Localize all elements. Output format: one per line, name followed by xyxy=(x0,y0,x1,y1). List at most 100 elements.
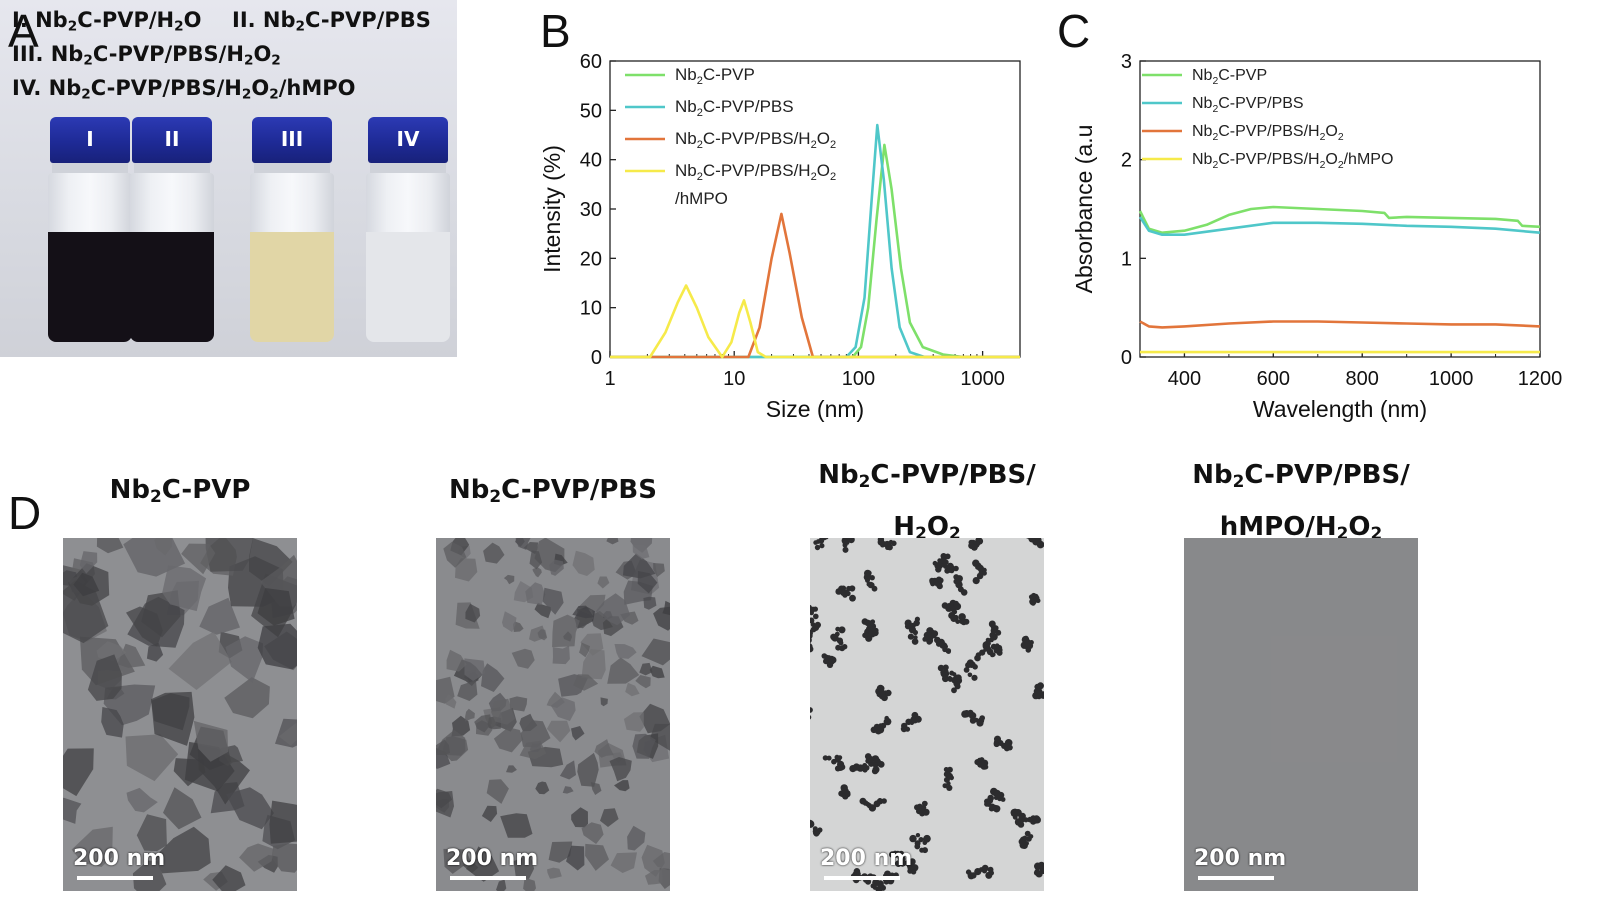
y-tick-label: 10 xyxy=(580,298,602,320)
flake xyxy=(269,800,297,844)
flake xyxy=(225,636,263,683)
y-tick-label: 30 xyxy=(580,199,602,221)
vial-liquid xyxy=(48,232,132,342)
flake xyxy=(239,843,274,872)
particle xyxy=(979,715,985,721)
flake xyxy=(162,565,207,612)
particle xyxy=(915,833,921,838)
particle xyxy=(822,755,829,761)
particle xyxy=(952,609,958,615)
particle xyxy=(942,664,949,671)
flake xyxy=(614,780,630,792)
y-tick-label: 20 xyxy=(580,248,602,270)
particle xyxy=(1026,836,1032,842)
legend-entry: Nb2C-PVP/PBS/H2O2 xyxy=(675,161,836,183)
particle xyxy=(954,574,960,581)
x-tick-label: 1 xyxy=(604,368,615,390)
particle xyxy=(993,805,1001,813)
particle xyxy=(990,643,997,650)
legend-entry: Nb2C-PVP/PBS/H2O2 xyxy=(1192,123,1344,143)
particle xyxy=(810,643,813,651)
particle xyxy=(916,808,923,815)
flake xyxy=(649,665,665,679)
particle xyxy=(830,633,837,641)
particle xyxy=(883,718,890,725)
particle xyxy=(819,543,825,549)
particle xyxy=(946,562,954,570)
flake xyxy=(205,538,254,572)
flake xyxy=(500,813,533,838)
particle xyxy=(940,669,946,676)
flake xyxy=(73,572,100,597)
particle xyxy=(934,636,941,644)
flake xyxy=(552,645,570,665)
flake xyxy=(550,697,576,721)
y-tick-label: 40 xyxy=(580,150,602,172)
particle xyxy=(911,713,917,718)
particle xyxy=(842,546,849,553)
flake xyxy=(71,826,113,867)
particle xyxy=(877,687,884,693)
flake xyxy=(446,649,467,672)
panel-letter-c: C xyxy=(1057,5,1091,57)
vial-neck xyxy=(52,163,128,173)
legend-entry: Nb2C-PVP xyxy=(675,65,755,87)
particle xyxy=(863,632,869,637)
chart-absorbance: 0 1 2 3 400 600 800 1000 1200 Wavelength (nm) Abso… xyxy=(1071,51,1562,422)
particle xyxy=(897,854,904,862)
flake xyxy=(600,697,608,707)
particle xyxy=(946,766,953,773)
tem-title-4: Nb2C-PVP/PBS/hMPO/H2O2 xyxy=(1192,460,1410,544)
particle xyxy=(1034,538,1040,541)
flake xyxy=(146,642,164,662)
particle xyxy=(937,664,945,672)
flake xyxy=(249,538,293,587)
particle xyxy=(876,760,882,766)
flake xyxy=(212,865,246,891)
flake xyxy=(559,760,576,780)
flake xyxy=(547,867,562,879)
flake xyxy=(548,841,573,863)
flake xyxy=(653,563,665,577)
flake xyxy=(590,782,602,795)
y-tick-label: 50 xyxy=(580,100,602,122)
flake xyxy=(445,694,457,709)
particle xyxy=(909,834,917,843)
flake xyxy=(632,544,650,559)
flake xyxy=(652,852,670,871)
tem-image-1: 200 nm xyxy=(63,538,297,891)
flake xyxy=(436,791,454,818)
particle xyxy=(976,572,984,580)
particle xyxy=(1000,797,1006,802)
y-tick-label: 2 xyxy=(1121,150,1132,172)
particle xyxy=(812,624,820,631)
series-line-1 xyxy=(1138,205,1541,234)
particle xyxy=(817,827,823,833)
particle xyxy=(968,542,975,549)
flake xyxy=(126,606,163,647)
flake xyxy=(193,720,229,762)
particle xyxy=(871,767,879,775)
flake xyxy=(519,740,547,760)
flake xyxy=(486,779,509,804)
flake xyxy=(623,553,656,579)
y-tick-label: 0 xyxy=(591,347,602,369)
x-tick-label: 600 xyxy=(1257,368,1290,390)
flake xyxy=(491,698,515,725)
particle xyxy=(921,805,927,810)
flake xyxy=(525,582,546,605)
particle xyxy=(881,798,887,804)
particle xyxy=(835,588,842,595)
x-tick-label: 100 xyxy=(842,368,875,390)
flake xyxy=(542,587,564,615)
flake xyxy=(443,541,467,568)
vial-liquid xyxy=(130,232,214,342)
particle xyxy=(826,755,832,761)
y-axis-label: Intensity (%) xyxy=(539,145,565,273)
flake xyxy=(572,605,594,619)
particle xyxy=(842,644,848,650)
x-tick-label: 10 xyxy=(723,368,745,390)
flake xyxy=(609,757,632,782)
particle xyxy=(1021,635,1030,644)
scale-bar xyxy=(450,876,526,880)
